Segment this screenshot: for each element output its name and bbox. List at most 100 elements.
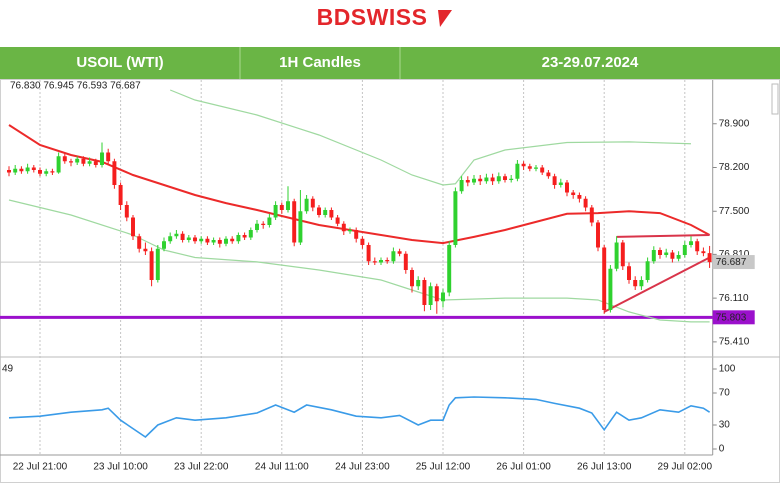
candle-body — [310, 198, 315, 208]
candle-body — [577, 195, 582, 199]
candle-body — [478, 178, 483, 182]
x-tick-label: 26 Jul 01:00 — [496, 462, 551, 473]
candle-body — [50, 171, 55, 173]
rsi-tick-label: 30 — [719, 420, 731, 431]
candle-body — [348, 230, 352, 232]
y-tick-label: 78.900 — [719, 118, 750, 129]
candle-body — [224, 238, 228, 244]
candle-body — [69, 161, 73, 163]
candle-body — [509, 178, 514, 180]
candle-body — [236, 235, 241, 242]
candle-body — [527, 166, 532, 169]
x-tick-label: 23 Jul 22:00 — [174, 462, 229, 473]
candle-body — [397, 251, 402, 254]
candle-body — [131, 217, 135, 237]
candle-body — [317, 207, 321, 215]
rsi-line — [8, 396, 711, 439]
x-tick-label: 25 Jul 12:00 — [416, 462, 471, 473]
candle-body — [360, 238, 365, 245]
candle-body — [639, 280, 644, 287]
candle-body — [608, 268, 613, 310]
candle-body — [379, 260, 383, 263]
candle-body — [273, 205, 278, 218]
indicator-line — [8, 124, 711, 245]
candle-body — [143, 248, 148, 252]
candle-body — [372, 261, 377, 263]
candle-body — [341, 223, 346, 232]
candle-body — [205, 238, 210, 243]
x-tick-label: 22 Jul 21:00 — [13, 462, 68, 473]
x-tick-label: 24 Jul 11:00 — [255, 462, 309, 473]
candle-body — [366, 245, 371, 262]
candle-body — [540, 167, 545, 173]
candle-body — [682, 245, 687, 255]
candle-body — [441, 292, 445, 302]
indicator-line — [169, 89, 692, 186]
candle-body — [416, 280, 421, 287]
candle-body — [19, 168, 24, 172]
candle-body — [571, 192, 576, 195]
candle-body — [664, 252, 669, 255]
candle-body — [707, 253, 712, 263]
header-cell: USOIL (WTI) — [76, 54, 163, 71]
candle-body — [162, 241, 166, 249]
candle-body — [81, 158, 86, 164]
rsi-tick-label: 70 — [719, 388, 731, 399]
candle-body — [695, 241, 700, 252]
price-tag-label: 75.803 — [716, 312, 747, 323]
candle-body — [124, 205, 129, 218]
candle-body — [515, 163, 520, 179]
candle-body — [565, 182, 569, 193]
candle-body — [651, 250, 656, 262]
candle-body — [267, 217, 272, 225]
header-bar — [0, 47, 780, 79]
candle-body — [434, 286, 439, 302]
candle-body — [403, 253, 408, 270]
candle-body — [211, 240, 216, 243]
candle-body — [242, 235, 247, 238]
candle-body — [100, 152, 104, 165]
candle-body — [261, 223, 266, 225]
candle-body — [255, 223, 259, 230]
x-tick-label: 29 Jul 02:00 — [658, 462, 713, 473]
candle-body — [465, 180, 470, 183]
candle-body — [118, 185, 123, 205]
candle-body — [193, 237, 197, 242]
candle-body — [385, 260, 390, 262]
candle-body — [676, 255, 681, 259]
candle-body — [87, 161, 92, 164]
x-tick-label: 24 Jul 23:00 — [335, 462, 390, 473]
candle-body — [323, 210, 328, 215]
candle-body — [620, 242, 625, 267]
rsi-tick-label: 100 — [719, 364, 736, 375]
candle-body — [472, 178, 476, 183]
candle-body — [645, 261, 650, 280]
candle-body — [25, 167, 30, 172]
candle-body — [38, 170, 42, 174]
candle-body — [292, 201, 297, 243]
rsi-label: 49 — [2, 364, 14, 375]
candle-body — [335, 217, 340, 224]
header-cell: 1H Candles — [279, 54, 361, 71]
logo: BDSWISS — [317, 4, 428, 30]
candle-body — [13, 168, 18, 173]
candle-body — [558, 182, 563, 185]
candle-body — [137, 236, 142, 249]
candle-body — [248, 230, 253, 238]
candle-body — [304, 198, 309, 212]
candle-body — [199, 238, 204, 242]
candle-body — [453, 191, 458, 245]
candle-body — [701, 251, 706, 254]
candle-body — [589, 207, 594, 223]
candle-body — [689, 241, 693, 245]
candle-body — [286, 201, 290, 210]
candle-body — [546, 172, 551, 177]
candle-body — [670, 252, 675, 259]
ohlc-readout: 76.830 76.945 76.593 76.687 — [10, 81, 141, 92]
candle-body — [56, 156, 61, 173]
candle-body — [521, 163, 526, 167]
candle-body — [391, 251, 396, 262]
y-tick-label: 76.110 — [719, 293, 749, 304]
